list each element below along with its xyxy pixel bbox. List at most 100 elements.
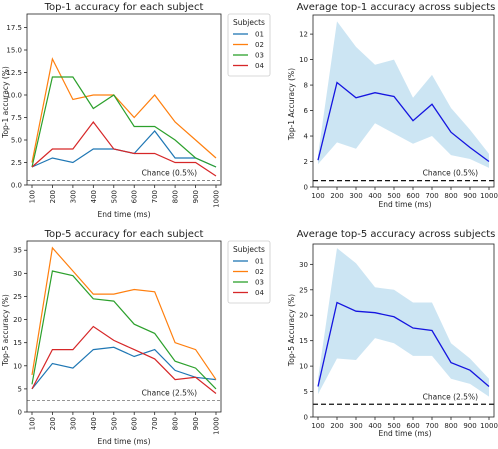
panel-top5-average: Average top-5 accuracy across subjects E…: [287, 229, 498, 438]
axes-frame: [26, 240, 222, 413]
x-axis-label: End time (ms): [378, 200, 431, 209]
x-tick-label: 200: [330, 422, 343, 430]
axes-frame: [26, 13, 222, 186]
y-tick-label: 0.0: [11, 182, 22, 190]
legend-entries: 01 02 03 04: [233, 31, 264, 70]
x-tick-label: 100: [29, 190, 37, 203]
x-tick-label: 900: [192, 190, 200, 203]
y-tick-label: 12: [299, 31, 308, 39]
chart-title: Average top-1 accuracy across subjects: [297, 2, 496, 13]
y-tick-label: 10: [13, 362, 22, 370]
series-line-03: [31, 270, 217, 390]
series-lines: [317, 81, 490, 163]
x-tick-label: 600: [406, 192, 419, 200]
legend-box: [227, 240, 271, 304]
series-line-01: [31, 346, 217, 390]
legend-label: 01: [255, 258, 264, 266]
y-tick-label: 2: [304, 158, 308, 166]
x-tick-label: 300: [349, 422, 362, 430]
ci-band-area: [318, 21, 489, 168]
mean-line: [317, 81, 490, 163]
y-axis-label: Top-5 accuracy (%): [1, 294, 10, 367]
x-tick-label: 300: [69, 417, 77, 430]
y-tick-label: 0: [304, 184, 308, 192]
x-tick-label: 700: [425, 192, 438, 200]
legend-entries: 01 02 03 04: [233, 258, 264, 297]
x-tick-label: 300: [349, 192, 362, 200]
x-tick-label: 1000: [213, 190, 221, 208]
ci-band: [318, 21, 489, 168]
x-axis-label: End time (ms): [97, 437, 150, 446]
legend-top5: Subjects 01 02 03 04: [227, 240, 271, 304]
series-line-03: [31, 76, 217, 168]
y-ticks: 0.0 2.5 5.0 7.5 10.0 12.5 15.0 17.5: [6, 24, 27, 190]
axes-frame: [312, 14, 495, 188]
x-tick-label: 800: [172, 190, 180, 203]
x-tick-label: 500: [387, 192, 400, 200]
x-ticks: 100 200 300 400 500 600 700 800 900 1000: [311, 417, 498, 430]
y-tick-label: 10: [299, 363, 308, 371]
y-tick-label: 25: [299, 286, 308, 294]
chance-label: Chance (2.5%): [423, 392, 478, 401]
x-tick-label: 600: [406, 422, 419, 430]
legend-label: 02: [255, 41, 264, 49]
y-tick-label: 5: [18, 385, 22, 393]
x-ticks: 100 200 300 400 500 600 700 800 900 1000: [29, 185, 221, 208]
y-tick-label: 15: [13, 339, 22, 347]
y-axis-label: Top-1 Accuracy (%): [287, 68, 296, 141]
x-tick-label: 200: [49, 190, 57, 203]
x-tick-label: 400: [90, 190, 98, 203]
y-tick-label: 10.0: [6, 92, 22, 100]
x-tick-label: 600: [131, 417, 139, 430]
x-tick-label: 300: [69, 190, 77, 203]
x-tick-label: 100: [29, 417, 37, 430]
y-tick-label: 25: [13, 293, 22, 301]
series-line-04: [31, 121, 217, 177]
x-tick-label: 1000: [480, 422, 498, 430]
x-ticks: 100 200 300 400 500 600 700 800 900 1000: [311, 187, 498, 200]
y-ticks: 0 5 10 15 20 25 30 35: [13, 247, 27, 417]
legend-top1: Subjects 01 02 03 04: [227, 13, 271, 77]
y-tick-label: 20: [13, 316, 22, 324]
chance-label: Chance (0.5%): [142, 169, 197, 178]
series-line-02: [31, 57, 217, 163]
x-tick-label: 900: [463, 422, 476, 430]
series-lines: [31, 246, 217, 394]
x-tick-label: 100: [311, 192, 324, 200]
legend-label: 04: [255, 289, 264, 297]
y-axis-label: Top-5 Accuracy (%): [287, 294, 296, 367]
chart-title: Top-1 accuracy for each subject: [44, 2, 204, 13]
x-tick-label: 400: [368, 192, 381, 200]
series-line-02: [31, 246, 217, 380]
x-axis-label: End time (ms): [378, 429, 431, 438]
legend-label: 03: [255, 279, 264, 287]
y-tick-label: 5: [304, 388, 308, 396]
y-tick-label: 0: [304, 414, 308, 422]
x-tick-label: 800: [444, 192, 457, 200]
x-tick-label: 400: [368, 422, 381, 430]
y-tick-label: 30: [299, 261, 308, 269]
series-line-04: [31, 325, 217, 394]
x-tick-label: 500: [110, 417, 118, 430]
y-tick-label: 5.0: [11, 137, 22, 145]
panel-top1-average: Average top-1 accuracy across subjects E…: [287, 2, 498, 209]
y-tick-label: 0: [18, 409, 22, 417]
y-tick-label: 2.5: [11, 159, 22, 167]
y-tick-label: 10: [299, 56, 308, 64]
x-tick-label: 200: [49, 417, 57, 430]
x-tick-label: 900: [192, 417, 200, 430]
legend-title: Subjects: [233, 245, 265, 254]
y-tick-label: 35: [13, 247, 22, 255]
chart-title: Top-5 accuracy for each subject: [44, 229, 204, 240]
x-tick-label: 700: [151, 190, 159, 203]
legend-box: [227, 13, 271, 77]
legend-label: 02: [255, 268, 264, 276]
y-tick-label: 8: [304, 82, 308, 90]
x-axis-label: End time (ms): [97, 210, 150, 219]
x-tick-label: 800: [444, 422, 457, 430]
x-tick-label: 100: [311, 422, 324, 430]
legend-label: 01: [255, 31, 264, 39]
y-ticks: 0 2 4 6 8 10 12: [299, 31, 313, 192]
y-tick-label: 15.0: [6, 47, 22, 55]
